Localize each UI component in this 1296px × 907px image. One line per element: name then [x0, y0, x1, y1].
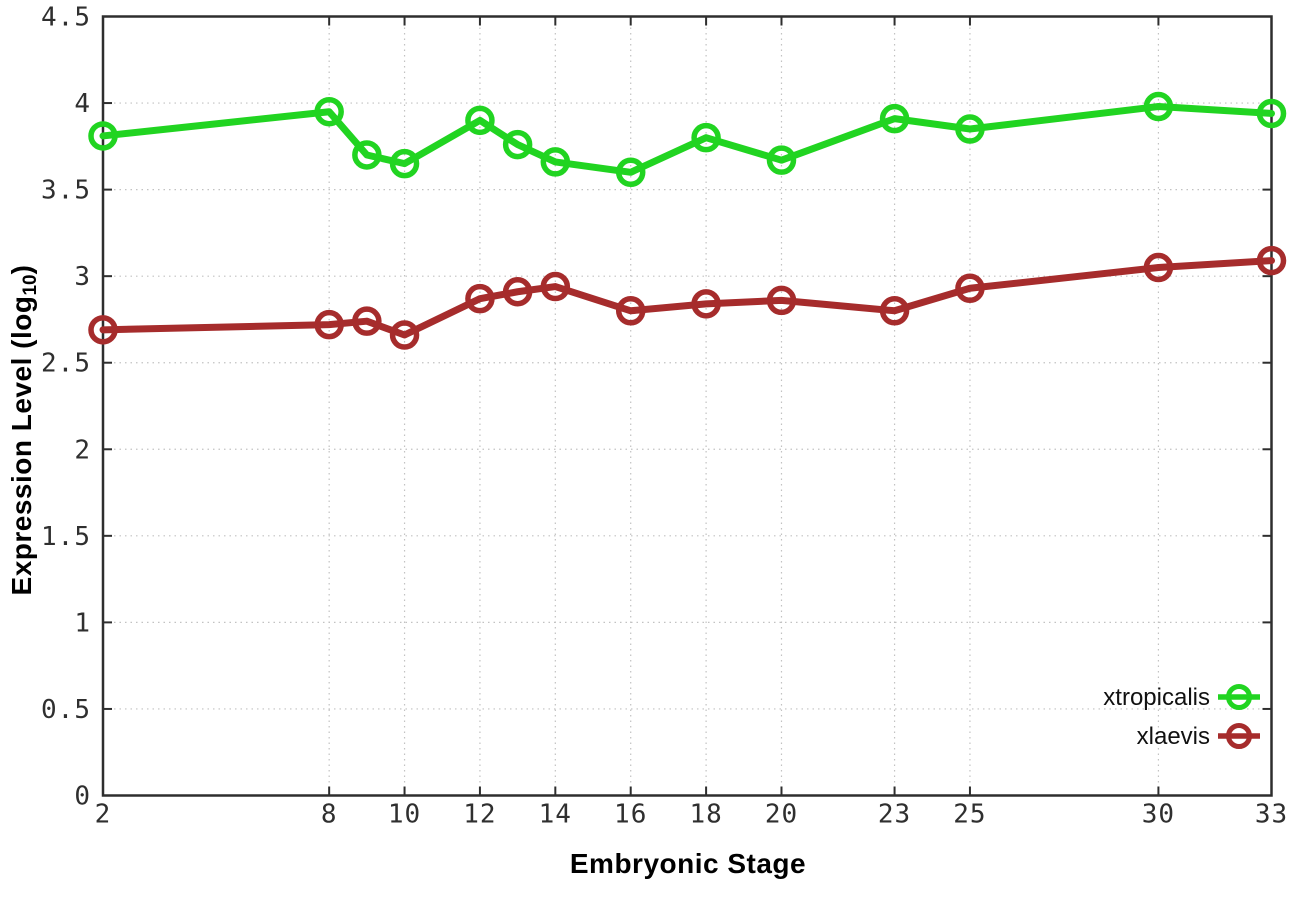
x-axis-title-text: Embryonic Stage: [569, 848, 807, 879]
data-point-xtropicalis: [389, 148, 420, 179]
x-tick-label: 2: [95, 800, 112, 830]
x-tick-label: 8: [321, 800, 338, 830]
x-tick-label: 10: [388, 800, 421, 830]
x-tick-label: 16: [614, 800, 647, 830]
data-point-xlaevis: [88, 315, 118, 345]
data-point-xtropicalis: [540, 147, 571, 177]
x-tick-label: 25: [953, 800, 986, 830]
legend-label-xtropicalis: xtropicalis: [1103, 684, 1210, 711]
data-point-xlaevis: [540, 271, 571, 302]
data-point-xlaevis: [502, 276, 533, 307]
y-axis-title: Expression Level (log10): [6, 218, 46, 642]
data-point-xtropicalis: [691, 122, 721, 153]
log-subscript: 10: [20, 274, 42, 296]
data-point-xtropicalis: [766, 145, 797, 175]
y-tick-label: 0: [74, 782, 91, 812]
legend-label-xlaevis: xlaevis: [1137, 723, 1210, 750]
data-point-xtropicalis: [352, 140, 382, 170]
x-tick-label: 12: [463, 800, 496, 830]
data-point-xtropicalis: [615, 157, 646, 188]
data-point-xtropicalis: [1143, 91, 1174, 122]
y-tick-label: 0.5: [41, 695, 91, 725]
data-point-xlaevis: [615, 296, 646, 326]
data-point-xlaevis: [465, 283, 495, 314]
data-point-xlaevis: [879, 296, 910, 326]
y-tick-label: 2: [74, 435, 91, 465]
x-tick-label: 14: [539, 800, 572, 830]
data-point-xtropicalis: [88, 121, 118, 151]
data-point-xtropicalis: [879, 103, 910, 134]
y-tick-label: 3.5: [41, 176, 91, 206]
legend-marker-xlaevis: [1226, 723, 1252, 749]
y-axis-title-text: Expression Level (log10): [6, 264, 42, 596]
data-point-xlaevis: [691, 289, 721, 319]
y-tick-label: 4.5: [41, 3, 91, 33]
series-line-xlaevis: [99, 257, 1275, 339]
data-point-xlaevis: [389, 320, 420, 350]
x-tick-label: 33: [1255, 800, 1288, 830]
data-point-xlaevis: [314, 309, 344, 340]
legend-marker-xtropicalis: [1226, 684, 1252, 710]
data-point-xlaevis: [1143, 252, 1174, 283]
y-tick-label: 3: [74, 262, 91, 292]
y-tick-label: 4: [74, 89, 91, 119]
x-tick-label: 20: [765, 800, 798, 830]
y-tick-label: 1.5: [41, 522, 91, 552]
plot-border: [101, 15, 1273, 797]
data-point-xlaevis: [352, 306, 382, 336]
x-axis-title: Embryonic Stage: [338, 848, 1038, 880]
data-point-xtropicalis: [955, 114, 985, 144]
data-point-xtropicalis: [502, 129, 533, 160]
data-point-xtropicalis: [314, 96, 344, 127]
y-tick-label: 1: [74, 608, 91, 638]
data-point-xlaevis: [955, 273, 985, 304]
series-line-xtropicalis: [99, 103, 1275, 176]
data-point-xlaevis: [1256, 245, 1287, 276]
x-tick-label: 18: [689, 800, 722, 830]
y-tick-label: 2.5: [41, 349, 91, 379]
x-tick-label: 30: [1142, 800, 1175, 830]
x-tick-label: 23: [878, 800, 911, 830]
data-point-xtropicalis: [1256, 98, 1287, 129]
data-point-xlaevis: [766, 285, 797, 316]
data-point-xtropicalis: [465, 105, 495, 136]
